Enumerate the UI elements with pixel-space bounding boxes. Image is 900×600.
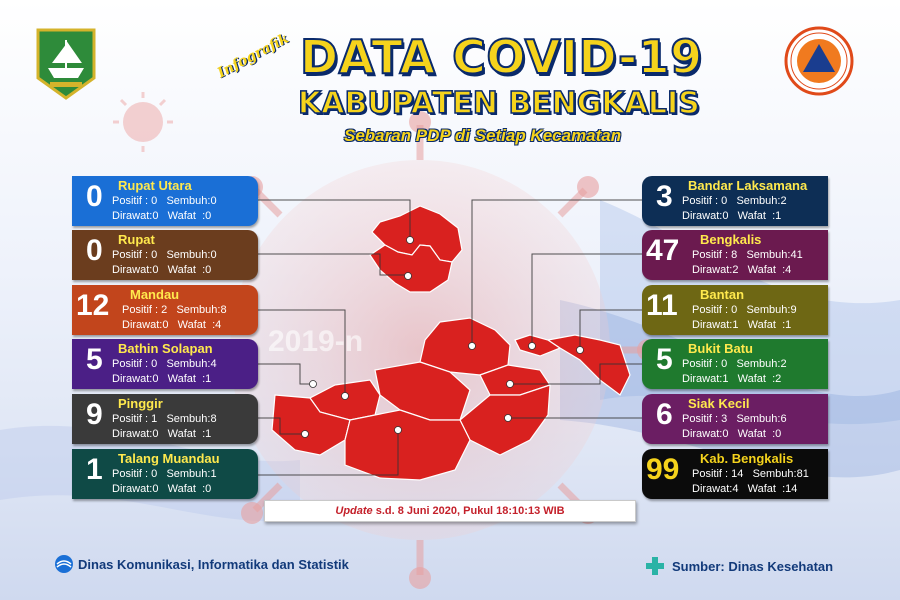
map-bantan xyxy=(546,334,631,396)
map-rupat xyxy=(369,244,453,293)
district-card-kab-bengkalis: 99 Kab. Bengkalis Positif : 14 Sembuh:81 Di… xyxy=(642,449,828,499)
case-total: 0 xyxy=(86,180,103,213)
case-total: 11 xyxy=(646,289,678,322)
dirawat-row: Dirawat:0 Wafat :0 xyxy=(112,483,212,495)
district-name: Bathin Solapan xyxy=(118,341,213,356)
page-title: DATA COVID-19 xyxy=(299,29,703,85)
district-name: Bantan xyxy=(700,287,745,302)
district-name: Bukit Batu xyxy=(688,341,753,356)
district-name: Mandau xyxy=(130,287,180,302)
dirawat-row: Dirawat:4 Wafat :14 xyxy=(692,483,798,495)
bnpb-logo-icon xyxy=(784,26,854,96)
case-total: 0 xyxy=(86,234,103,267)
positif-row: Positif : 2 Sembuh:8 xyxy=(122,304,227,316)
page-tagline: Sebaran PDP di Setiap Kecamatan xyxy=(344,126,622,145)
district-name: Pinggir xyxy=(118,396,163,411)
positif-row: Positif : 3 Sembuh:6 xyxy=(682,413,787,425)
case-total: 9 xyxy=(86,398,103,431)
page-subtitle: KABUPATEN BENGKALIS xyxy=(297,85,700,122)
positif-row: Positif : 0 Sembuh:1 xyxy=(112,468,217,480)
district-card-bantan: 11 Bantan Positif : 0 Sembuh:9 Dirawat:1 Wa… xyxy=(642,285,828,335)
positif-row: Positif : 0 Sembuh:9 xyxy=(692,304,797,316)
case-total: 99 xyxy=(646,453,680,486)
district-card-siak-kecil: 6 Siak Kecil Positif : 3 Sembuh:6 Dirawat:0… xyxy=(642,394,828,444)
footer-source-right: Sumber: Dinas Kesehatan xyxy=(672,559,834,574)
positif-row: Positif : 0 Sembuh:2 xyxy=(682,358,787,370)
map-talang-muandau xyxy=(344,409,471,481)
district-card-bukit-batu: 5 Bukit Batu Positif : 0 Sembuh:2 Dirawat:1… xyxy=(642,339,828,389)
district-name: Rupat xyxy=(118,232,155,247)
dirawat-row: Dirawat:1 Wafat :2 xyxy=(682,373,782,385)
district-name: Rupat Utara xyxy=(118,178,192,193)
case-total: 47 xyxy=(646,234,680,267)
district-card-rupat-utara: 0 Rupat Utara Positif : 0 Sembuh:0 Dirawat:… xyxy=(72,176,258,226)
case-total: 5 xyxy=(86,343,103,376)
positif-row: Positif : 0 Sembuh:0 xyxy=(112,249,217,261)
map-bengkalis xyxy=(514,334,562,357)
case-total: 5 xyxy=(656,343,673,376)
dirawat-row: Dirawat:0 Wafat :1 xyxy=(112,373,212,385)
health-cross-icon xyxy=(646,557,664,575)
positif-row: Positif : 8 Sembuh:41 xyxy=(692,249,803,261)
district-card-bandar-laksamana: 3 Bandar Laksamana Positif : 0 Sembuh:2 Dir… xyxy=(642,176,828,226)
district-name: Siak Kecil xyxy=(688,396,750,411)
dirawat-row: Dirawat:0 Wafat :1 xyxy=(112,428,212,440)
district-name: Talang Muandau xyxy=(118,451,220,466)
footer-source-left: Dinas Komunikasi, Informatika dan Statis… xyxy=(78,557,349,572)
dirawat-row: Dirawat:0 Wafat :0 xyxy=(682,428,782,440)
district-card-bathin-solapan: 5 Bathin Solapan Positif : 0 Sembuh:4 Diraw… xyxy=(72,339,258,389)
positif-row: Positif : 0 Sembuh:2 xyxy=(682,195,787,207)
case-total: 6 xyxy=(656,398,673,431)
case-total: 1 xyxy=(86,453,103,486)
district-name: Bengkalis xyxy=(700,232,762,247)
dirawat-row: Dirawat:0 Wafat :1 xyxy=(682,210,782,222)
positif-row: Positif : 14 Sembuh:81 xyxy=(692,468,809,480)
positif-row: Positif : 1 Sembuh:8 xyxy=(112,413,217,425)
district-card-talang-muandau: 1 Talang Muandau Positif : 0 Sembuh:1 Diraw… xyxy=(72,449,258,499)
case-total: 12 xyxy=(76,289,110,322)
district-card-pinggir: 9 Pinggir Positif : 1 Sembuh:8 Dirawat:0 Wa… xyxy=(72,394,258,444)
positif-row: Positif : 0 Sembuh:0 xyxy=(112,195,217,207)
district-name: Bandar Laksamana xyxy=(688,178,808,193)
positif-row: Positif : 0 Sembuh:4 xyxy=(112,358,217,370)
district-card-rupat: 0 Rupat Positif : 0 Sembuh:0 Dirawat:0 Wafa… xyxy=(72,230,258,280)
kominfo-logo-icon xyxy=(55,555,73,573)
regency-emblem-icon xyxy=(36,28,96,100)
district-card-mandau: 12 Mandau Positif : 2 Sembuh:8 Dirawat:0 Wa… xyxy=(72,285,258,335)
case-total: 3 xyxy=(656,180,673,213)
dirawat-row: Dirawat:1 Wafat :1 xyxy=(692,319,792,331)
header: Infografik DATA COVID-19 KABUPATEN BENGK… xyxy=(0,0,900,160)
district-name: Kab. Bengkalis xyxy=(700,451,794,466)
dirawat-row: Dirawat:0 Wafat :0 xyxy=(112,264,212,276)
district-card-bengkalis: 47 Bengkalis Positif : 8 Sembuh:41 Dirawat:… xyxy=(642,230,828,280)
virus-text: 2019-n xyxy=(268,325,364,358)
update-timestamp: Update s.d. 8 Juni 2020, Pukul 18:10:13 … xyxy=(264,500,636,522)
dirawat-row: Dirawat:2 Wafat :4 xyxy=(692,264,792,276)
dirawat-row: Dirawat:0 Wafat :0 xyxy=(112,210,212,222)
dirawat-row: Dirawat:0 Wafat :4 xyxy=(122,319,222,331)
